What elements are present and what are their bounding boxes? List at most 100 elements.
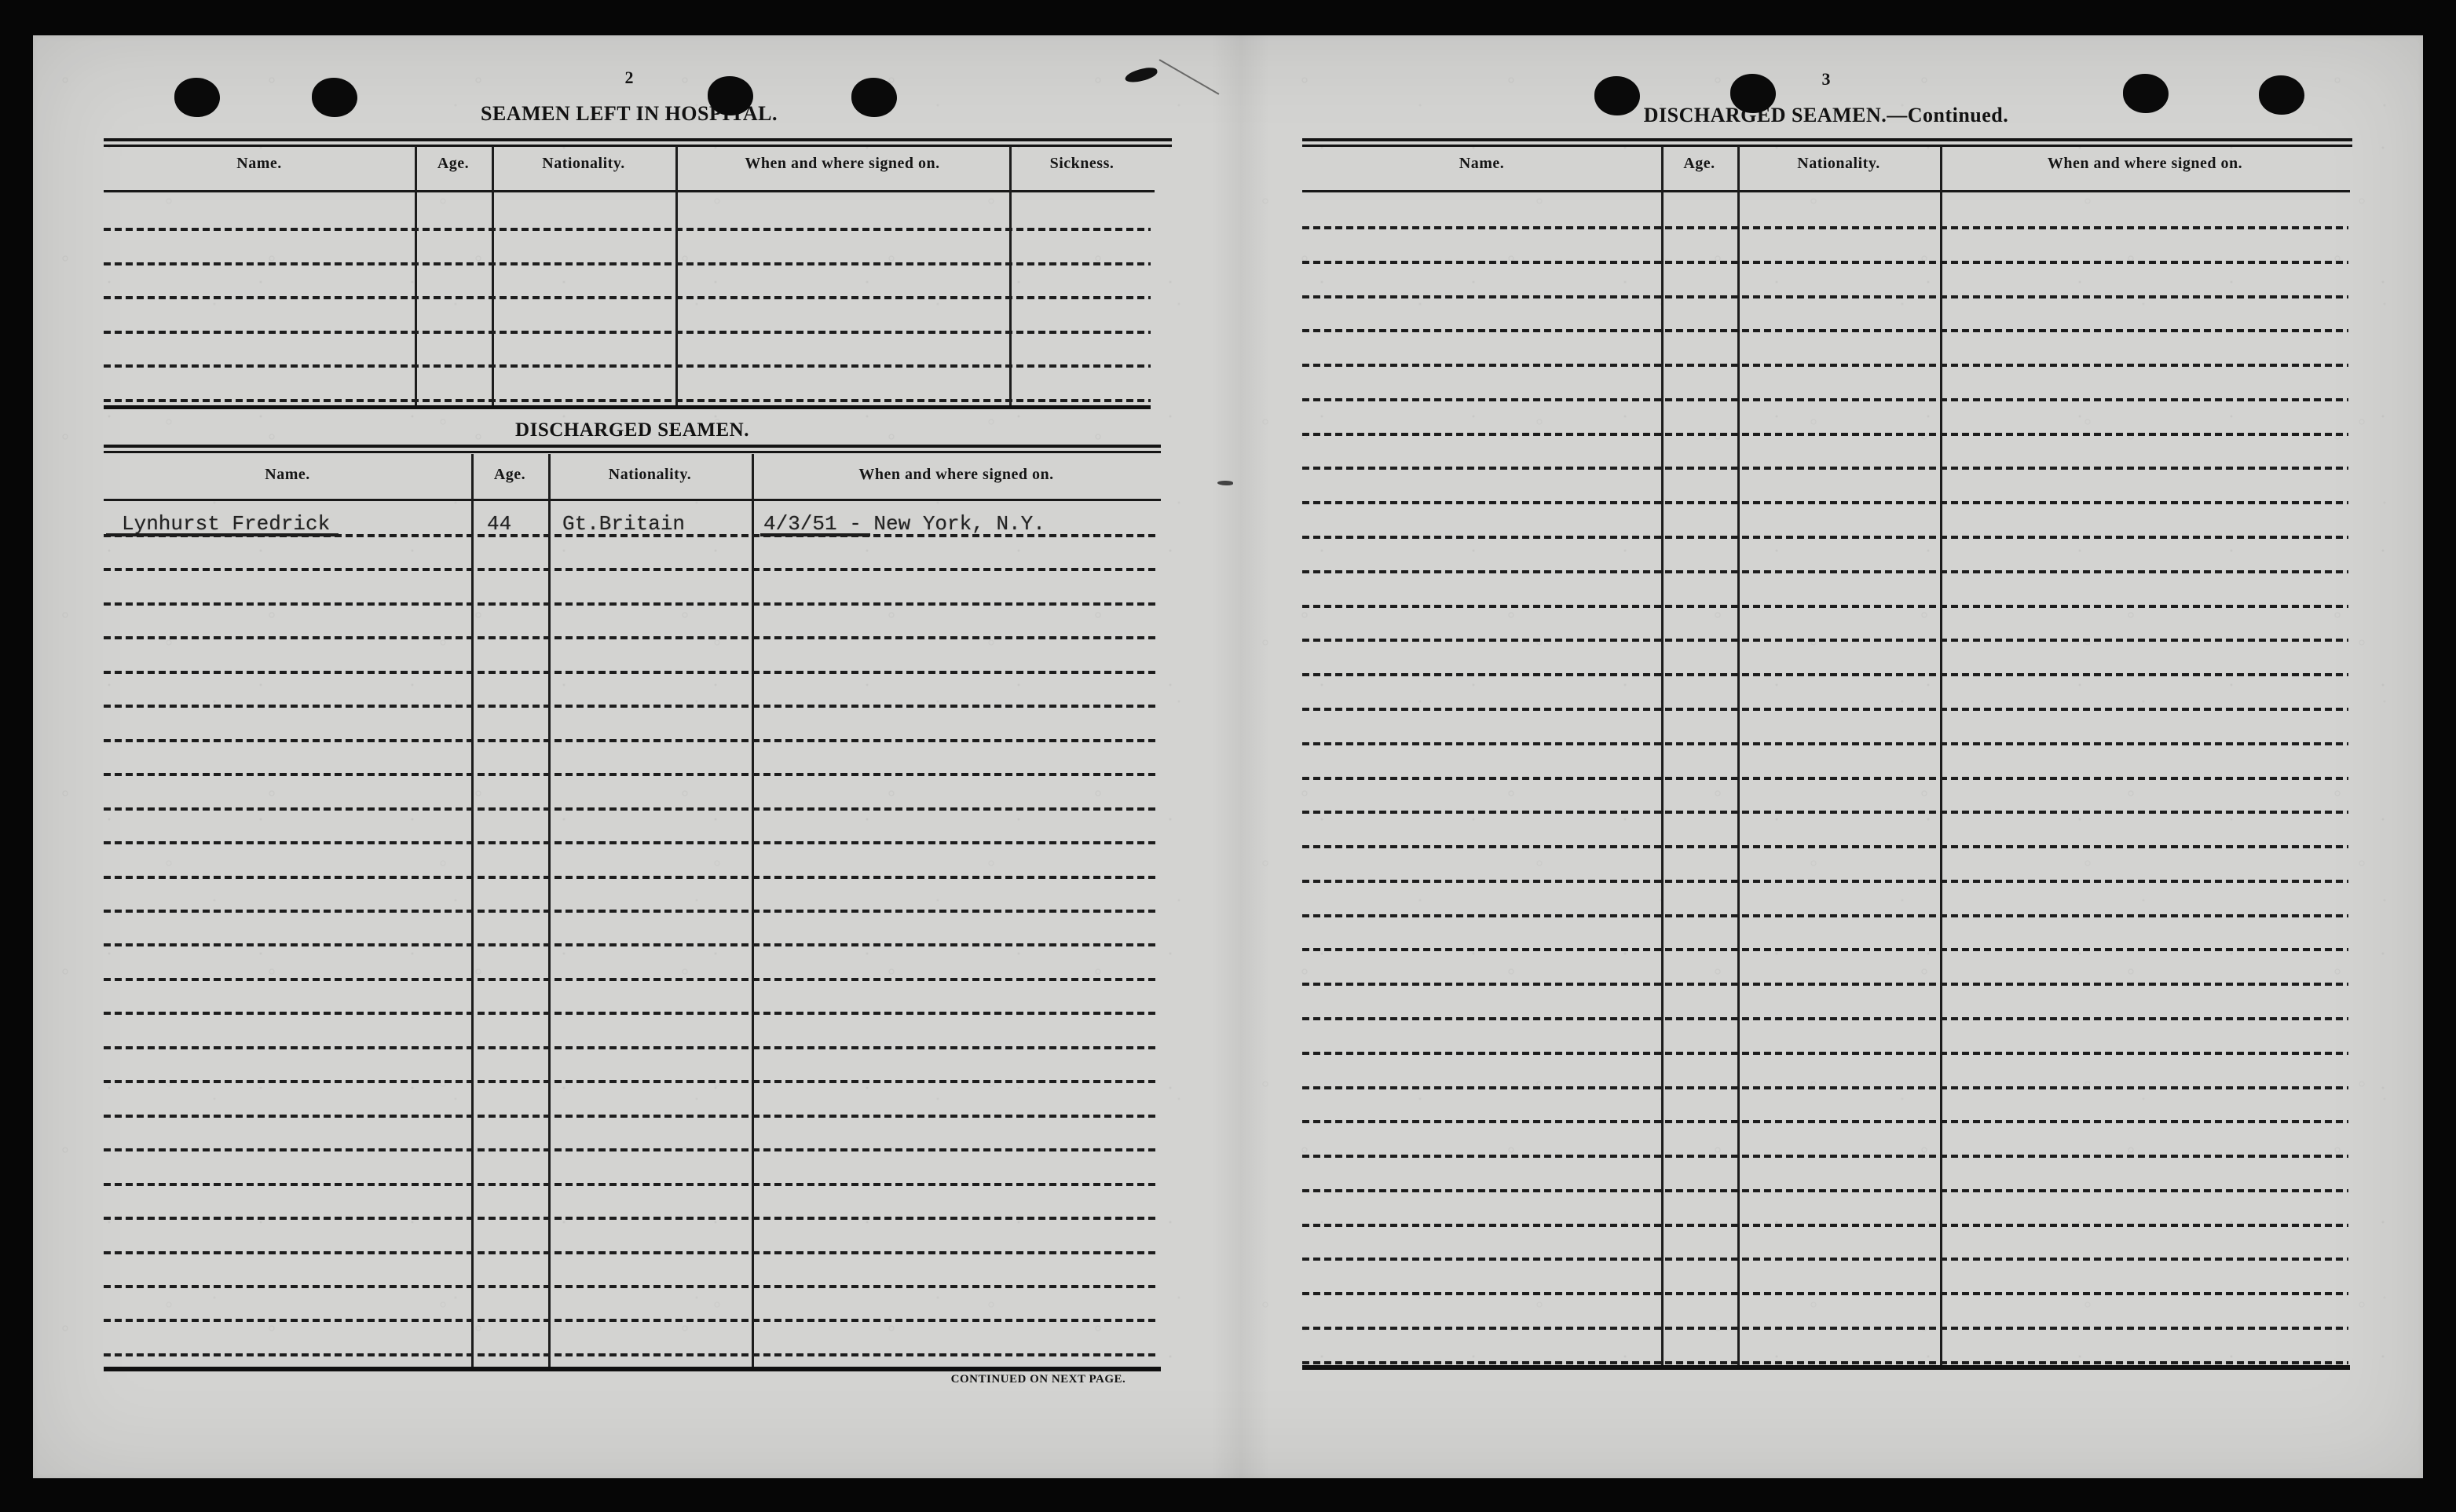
discharged-ruled-rows [104,534,1157,1356]
dashed-rule-line [1302,776,2348,780]
hospital-header-rule [104,190,1155,192]
dashed-rule-line [104,1012,1157,1016]
dashed-rule-line [104,1319,1157,1323]
punch-hole-2 [312,78,357,117]
right-page: 3 DISCHARGED SEAMEN.—Continued. Name. Ag… [1211,35,2423,1478]
dashed-rule-line [104,807,1157,811]
continued-note: CONTINUED ON NEXT PAGE. [950,1373,1126,1386]
dashed-rule-line [1302,329,2348,333]
hospital-divider-1 [415,146,417,408]
dashed-rule-line [1302,1155,2348,1159]
dashed-rule-line [1302,1327,2348,1330]
dashed-rule-line [1302,604,2348,608]
dashed-rule-line [1302,1016,2348,1020]
discharged-col-signed-on: When and where signed on. [858,466,1054,483]
punch-hole-6 [1730,74,1776,113]
continued-divider-1 [1661,146,1664,1367]
hospital-divider-4 [1009,146,1012,408]
dashed-rule-line [104,1045,1157,1049]
dashed-rule-line [104,1148,1157,1152]
dashed-rule-line [1302,879,2348,883]
dashed-rule-line [1302,741,2348,745]
dashed-rule-line [1302,1258,2348,1261]
entry-nationality: Gt.Britain [562,512,686,536]
hospital-divider-3 [675,146,678,408]
dashed-rule-line [104,841,1157,845]
left-page-title: SEAMEN LEFT IN HOSPITAL. [480,102,778,125]
punch-hole-1 [174,78,220,117]
dashed-rule-line [104,1114,1157,1118]
right-page-number: 3 [1821,69,1831,89]
continued-header-rule [1302,190,2350,192]
dashed-rule-line [104,875,1157,879]
dashed-rule-line [104,670,1157,674]
continued-col-age: Age. [1683,155,1715,172]
dashed-rule-line [1302,845,2348,849]
continued-table-top-rule [1302,138,2352,147]
dashed-rule-line [104,262,1151,265]
dashed-rule-line [1302,1188,2348,1192]
ink-speck [1217,481,1233,485]
discharged-table-top-rule [104,445,1161,453]
dashed-rule-line [104,1182,1157,1186]
page-fold-shadow [1211,35,1270,1478]
dashed-rule-line [1302,1085,2348,1089]
dashed-rule-line [104,977,1157,981]
dashed-rule-line [1302,707,2348,711]
right-page-title: DISCHARGED SEAMEN.—Continued. [1643,104,2009,126]
punch-hole-4 [851,78,897,117]
discharged-table-bottom-rule [104,1367,1161,1371]
dashed-rule-line [104,296,1151,300]
dashed-rule-line [1302,536,2348,540]
dashed-rule-line [1302,397,2348,401]
hospital-col-nationality: Nationality. [542,155,625,172]
dashed-rule-line [1302,260,2348,264]
discharged-col-age: Age. [493,466,526,483]
dashed-rule-line [104,773,1157,777]
dashed-rule-line [1302,364,2348,368]
dashed-rule-line [104,1284,1157,1288]
dashed-rule-line [104,1080,1157,1084]
continued-col-signed-on: When and where signed on. [2047,155,2243,172]
continued-divider-3 [1940,146,1942,1367]
hospital-table-bottom-rule [104,405,1151,409]
continued-col-nationality: Nationality. [1797,155,1880,172]
dashed-rule-line [104,1250,1157,1254]
punch-hole-7 [2123,74,2169,113]
discharged-section-title: DISCHARGED SEAMEN. [515,419,749,441]
dashed-rule-line [1302,1223,2348,1227]
dashed-rule-line [104,738,1157,742]
discharged-header-rule [104,499,1161,501]
dashed-rule-line [1302,948,2348,952]
dashed-rule-line [104,228,1151,231]
punch-hole-3 [708,76,753,115]
entry-signed-on: 4/3/51 - New York, N.Y. [763,512,1045,536]
continued-col-name: Name. [1459,155,1505,172]
hospital-col-name: Name. [236,155,282,172]
dashed-rule-line [104,705,1157,708]
dashed-rule-line [104,1217,1157,1221]
dashed-rule-line [104,909,1157,913]
punch-hole-5 [1594,76,1640,115]
hospital-col-sickness: Sickness. [1049,155,1115,172]
dashed-rule-line [1302,295,2348,298]
dashed-rule-line [1302,226,2348,229]
continued-divider-2 [1737,146,1740,1367]
dashed-rule-line [1302,673,2348,677]
hospital-col-signed-on: When and where signed on. [745,155,940,172]
dashed-rule-line [104,398,1151,402]
dashed-rule-line [1302,1292,2348,1296]
left-page: 2 SEAMEN LEFT IN HOSPITAL. Name. Age. Na… [33,35,1211,1478]
hospital-ruled-rows [104,228,1151,402]
dashed-rule-line [1302,639,2348,643]
dashed-rule-line [104,330,1151,334]
entry-age: 44 [487,512,512,536]
dashed-rule-line [1302,1120,2348,1124]
dashed-rule-line [1302,913,2348,917]
dashed-rule-line [1302,983,2348,987]
dashed-rule-line [1302,501,2348,505]
dashed-rule-line [104,1353,1157,1356]
hospital-divider-2 [492,146,494,408]
discharged-col-name: Name. [265,466,310,483]
